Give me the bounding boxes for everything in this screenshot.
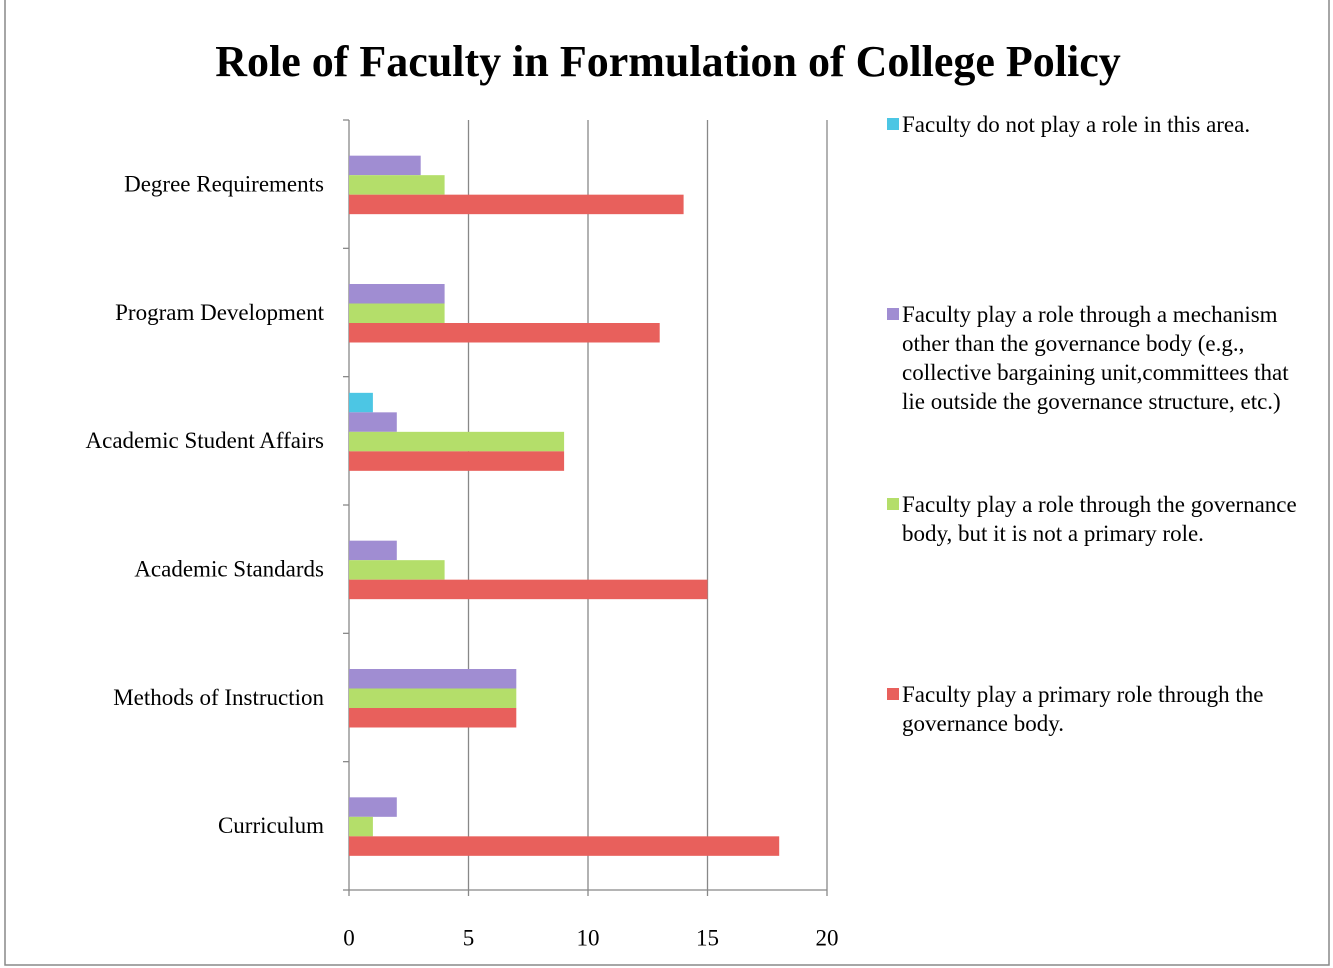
legend-swatch [887,118,899,130]
legend-swatch [887,688,899,700]
bar [349,579,708,600]
legend-item: Faculty play a role through the governan… [887,490,1317,548]
y-tick-label: Degree Requirements [124,171,324,196]
bar [349,560,445,580]
y-tick-label: Academic Standards [134,556,324,581]
bar [349,194,684,215]
legend-label: Faculty play a primary role through the … [902,682,1264,736]
bar [349,175,445,195]
bar [349,688,517,708]
bar [349,323,660,343]
x-tick-label: 0 [343,925,355,950]
legend-item: Faculty play a role through a mechanism … [887,300,1317,416]
bar [349,284,445,304]
chart-frame [4,0,1330,966]
x-tick-label: 5 [463,925,475,950]
legend-label: Faculty play a role through a mechanism … [902,302,1289,414]
bar [349,392,373,413]
y-tick-label: Academic Student Affairs [86,428,325,453]
bar [349,708,517,728]
legend-swatch [887,498,899,510]
legend-swatch [887,308,899,320]
bar [349,540,397,561]
bar [349,412,397,432]
chart-title: Role of Faculty in Formulation of Colleg… [215,37,1121,86]
bar [349,836,780,856]
bar [349,669,517,689]
y-tick-label: Methods of Instruction [113,685,324,710]
legend-item: Faculty do not play a role in this area. [887,110,1317,139]
bar [349,451,565,471]
y-tick-label: Curriculum [218,813,324,838]
x-tick-label: 20 [816,925,839,950]
bar [349,303,445,323]
x-tick-label: 10 [577,925,600,950]
legend-item: Faculty play a primary role through the … [887,680,1317,738]
bar [349,797,397,817]
legend-label: Faculty do not play a role in this area. [902,112,1251,137]
bar [349,816,373,837]
legend-label: Faculty play a role through the governan… [902,492,1297,546]
bar [349,155,421,176]
bar [349,431,565,452]
y-tick-label: Program Development [115,300,324,325]
x-tick-label: 15 [696,925,719,950]
